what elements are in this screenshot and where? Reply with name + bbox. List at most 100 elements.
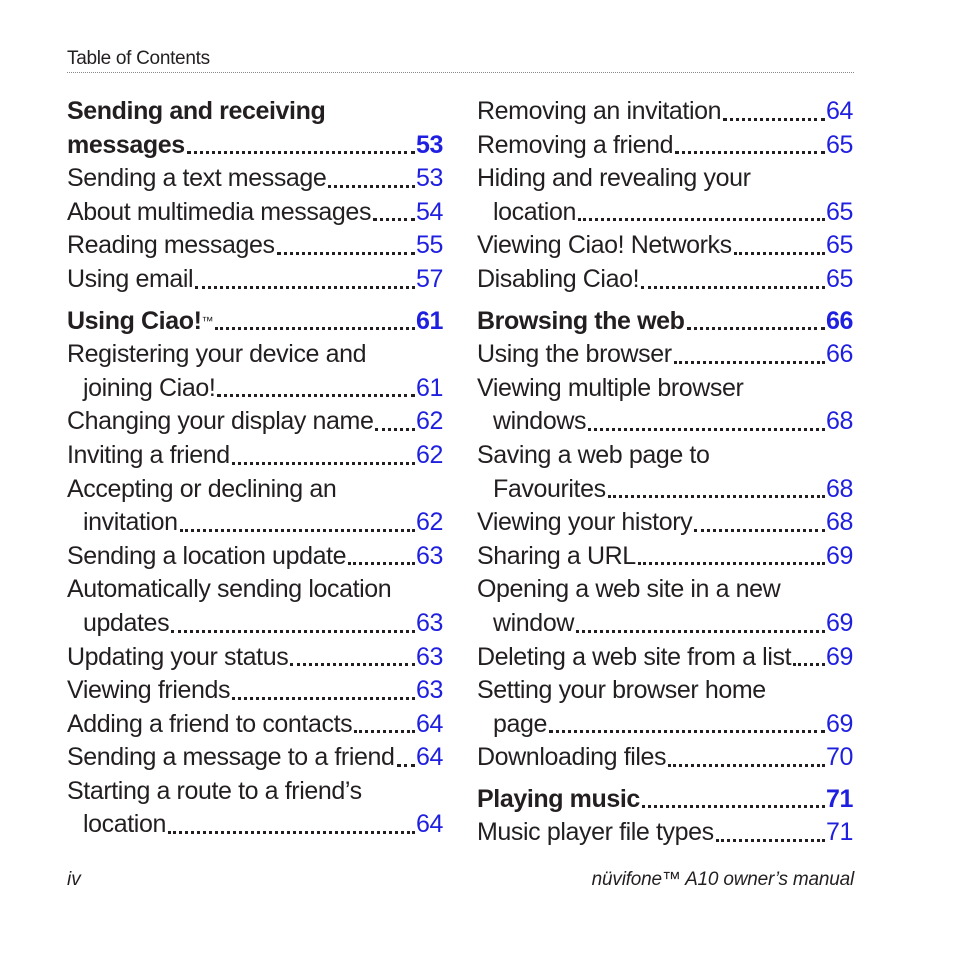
page-link[interactable]: 65	[825, 130, 853, 159]
toc-entry-title: invitation	[83, 508, 178, 537]
page-link[interactable]: 63	[415, 541, 443, 570]
page-link[interactable]: 63	[415, 608, 443, 637]
dot-leader	[217, 394, 415, 398]
page-link[interactable]: 68	[825, 508, 853, 537]
page-link[interactable]: 62	[415, 440, 443, 469]
toc-entry-title: Sharing a URL	[477, 541, 636, 570]
toc-entry[interactable]: Viewing Ciao! Networks 65	[477, 229, 853, 263]
toc-entry[interactable]: Using the browser 66	[477, 338, 853, 372]
toc-entry[interactable]: Downloading files 70	[477, 741, 853, 775]
toc-entry[interactable]: Sending a text message 53	[67, 162, 443, 196]
page-link[interactable]: 63	[415, 642, 443, 671]
page-link[interactable]: 66	[825, 306, 853, 335]
toc-entry[interactable]: Saving a web page to Favourites 68	[477, 439, 853, 506]
dot-leader	[793, 663, 825, 667]
toc-entry-row: location 65	[477, 196, 853, 230]
page-link[interactable]: 69	[825, 709, 853, 738]
toc-entry-row: Viewing your history 68	[477, 506, 853, 540]
toc-entry[interactable]: Registering your device and joining Ciao!…	[67, 338, 443, 405]
page-link[interactable]: 64	[415, 810, 443, 839]
toc-entry[interactable]: Disabling Ciao! 65	[477, 263, 853, 297]
toc-entry[interactable]: Music player file types 71	[477, 816, 853, 850]
page-link[interactable]: 68	[825, 407, 853, 436]
toc-entry[interactable]: Using email 57	[67, 263, 443, 297]
page-link[interactable]: 71	[825, 784, 853, 813]
toc-entry-row: Disabling Ciao! 65	[477, 263, 853, 297]
toc-entry[interactable]: Hiding and revealing your location 65	[477, 162, 853, 229]
toc-entry-row: Using the browser 66	[477, 338, 853, 372]
page-link[interactable]: 65	[825, 197, 853, 226]
toc-entry[interactable]: Sending a location update 63	[67, 540, 443, 574]
toc-entry[interactable]: Viewing your history 68	[477, 506, 853, 540]
dot-leader	[694, 528, 825, 532]
toc-entry[interactable]: Opening a web site in a new window 69	[477, 573, 853, 640]
page-link[interactable]: 63	[415, 676, 443, 705]
dot-leader	[641, 805, 825, 809]
toc-entry-title: updates	[83, 608, 170, 637]
page-link[interactable]: 61	[415, 373, 443, 402]
page-link[interactable]: 68	[825, 474, 853, 503]
toc-entry-title: location	[83, 810, 166, 839]
page-link[interactable]: 53	[415, 130, 443, 159]
toc-entry[interactable]: Reading messages 55	[67, 229, 443, 263]
page-link[interactable]: 69	[825, 642, 853, 671]
page-link[interactable]: 64	[415, 709, 443, 738]
page-link[interactable]: 69	[825, 608, 853, 637]
toc-entry[interactable]: About multimedia messages 54	[67, 196, 443, 230]
toc-entry[interactable]: Removing an invitation 64	[477, 95, 853, 129]
page-link[interactable]: 62	[415, 508, 443, 537]
page-link[interactable]: 55	[415, 231, 443, 260]
page-link[interactable]: 64	[825, 97, 853, 125]
toc-entry[interactable]: Updating your status 63	[67, 641, 443, 675]
toc-entry-row: Music player file types 71	[477, 816, 853, 850]
page-link[interactable]: 71	[825, 818, 853, 847]
page-link[interactable]: 69	[825, 541, 853, 570]
toc-entry[interactable]: Sharing a URL 69	[477, 540, 853, 574]
page-link[interactable]: 66	[825, 340, 853, 369]
toc-entry-row: Playing music 71	[477, 783, 853, 817]
dot-leader	[396, 763, 415, 767]
toc-entry-row: Updating your status 63	[67, 641, 443, 675]
toc-entry-title-line1: Setting your browser home	[477, 676, 766, 705]
toc-entry-row: invitation 62	[67, 506, 443, 540]
toc-entry-title: Using Ciao!	[67, 306, 202, 335]
page-link[interactable]: 65	[825, 264, 853, 293]
toc-section-heading[interactable]: Browsing the web 66	[477, 305, 853, 339]
page-link[interactable]: 65	[825, 231, 853, 260]
page-link[interactable]: 57	[415, 264, 443, 293]
toc-entry-title: Viewing your history	[477, 508, 693, 537]
toc-entry-row: Downloading files 70	[477, 741, 853, 775]
page-link[interactable]: 61	[415, 306, 443, 335]
toc-entry[interactable]: Starting a route to a friend’s location 64	[67, 775, 443, 842]
toc-entry-row: windows 68	[477, 405, 853, 439]
toc-entry[interactable]: Inviting a friend 62	[67, 439, 443, 473]
toc-entry-row: Using email 57	[67, 263, 443, 297]
dot-leader	[641, 285, 825, 289]
dot-leader	[276, 251, 415, 255]
toc-entry-row: Browsing the web 66	[477, 305, 853, 339]
toc-entry[interactable]: Adding a friend to contacts 64	[67, 708, 443, 742]
page-link[interactable]: 70	[825, 743, 853, 772]
trademark-symbol: ™	[201, 313, 214, 328]
toc-entry-row: Inviting a friend 62	[67, 439, 443, 473]
dot-leader	[723, 117, 825, 121]
toc-entry[interactable]: Changing your display name 62	[67, 405, 443, 439]
toc-entry-title: joining Ciao!	[83, 373, 216, 402]
toc-entry[interactable]: Deleting a web site from a list 69	[477, 641, 853, 675]
toc-section-heading[interactable]: Using Ciao! ™ 61	[67, 305, 443, 339]
toc-entry[interactable]: Viewing friends 63	[67, 674, 443, 708]
page-link[interactable]: 54	[415, 197, 443, 226]
toc-entry[interactable]: Removing a friend 65	[477, 129, 853, 163]
toc-entry[interactable]: Setting your browser home page 69	[477, 674, 853, 741]
dot-leader	[171, 629, 415, 633]
toc-section-heading[interactable]: Sending and receiving messages 53	[67, 95, 443, 162]
toc-entry[interactable]: Sending a message to a friend 64	[67, 741, 443, 775]
toc-entry[interactable]: Automatically sending location updates 63	[67, 573, 443, 640]
toc-entry[interactable]: Viewing multiple browser windows 68	[477, 372, 853, 439]
page-link[interactable]: 53	[415, 164, 443, 193]
page-link[interactable]: 62	[415, 407, 443, 436]
toc-entry[interactable]: Accepting or declining an invitation 62	[67, 473, 443, 540]
toc-section-heading[interactable]: Playing music 71	[477, 783, 853, 817]
toc-left-column: Sending and receiving messages 53 Sending a…	[67, 95, 443, 842]
page-link[interactable]: 64	[415, 743, 443, 772]
